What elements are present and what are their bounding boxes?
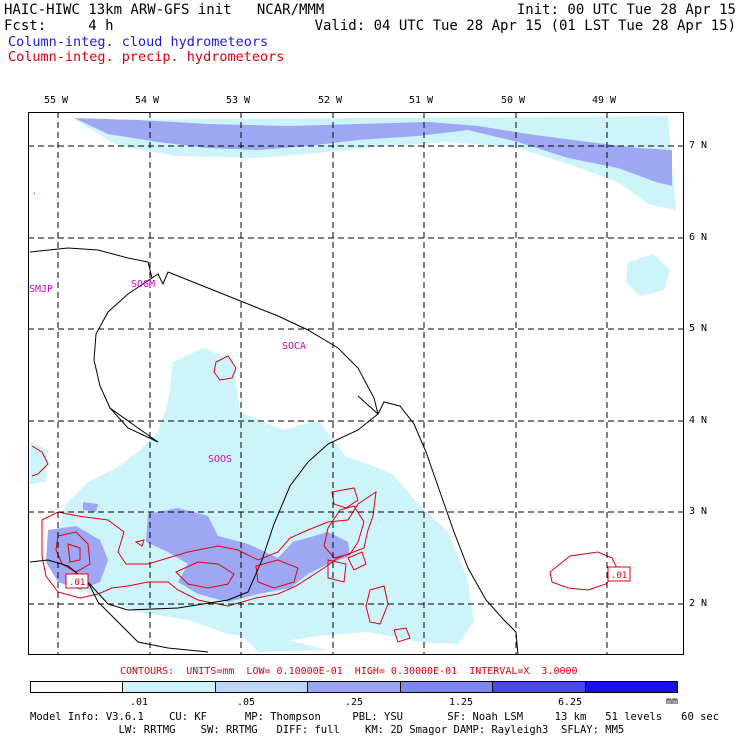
init-time: Init: 00 UTC Tue 28 Apr 15 <box>516 2 736 18</box>
legend-tick-4: 6.25 <box>557 697 583 708</box>
lon-label-50w: 50 W <box>501 95 526 106</box>
site-label-soca: SOCA <box>282 341 306 352</box>
contour-label-left: .01 <box>65 573 89 589</box>
color-legend <box>30 681 678 693</box>
map-frame <box>28 112 684 655</box>
legend-swatch <box>308 682 401 692</box>
legend-swatch <box>493 682 586 692</box>
footer-model-info: Model Info: V3.6.1 CU: KF MP: Thompson P… <box>30 711 720 723</box>
field-cloud-label: Column-integ. cloud hydrometeors <box>8 34 269 50</box>
lat-label-2n: 2 N <box>689 598 708 609</box>
lon-label-53w: 53 W <box>226 95 251 106</box>
legend-swatch <box>400 682 494 692</box>
lon-label-55w: 55 W <box>44 95 69 106</box>
legend-tick-2: .25 <box>344 697 364 708</box>
lon-label-49w: 49 W <box>592 95 617 106</box>
lon-label-52w: 52 W <box>318 95 343 106</box>
site-label-soos: SOOS <box>208 454 232 465</box>
forecast-hour: Fcst: 4 h <box>4 18 114 34</box>
lat-label-6n: 6 N <box>689 232 708 243</box>
legend-swatch <box>215 682 309 692</box>
lon-label-51w: 51 W <box>409 95 434 106</box>
legend-swatch <box>123 682 216 692</box>
footer-physics-info: LW: RRTMG SW: RRTMG DIFF: full KM: 2D Sm… <box>30 724 625 736</box>
valid-time: Valid: 04 UTC Tue 28 Apr 15 (01 LST Tue … <box>314 18 736 34</box>
site-marker: · <box>32 189 37 198</box>
contour-label-left-text: .01 <box>69 578 85 588</box>
legend-swatch <box>31 682 124 692</box>
map-panel: .01 .01 SMJP SOGM SOCA SOOS · <box>28 112 684 655</box>
legend-tick-3: 1.25 <box>448 697 474 708</box>
contour-info: CONTOURS: UNITS=mm LOW= 0.10000E-01 HIGH… <box>120 666 578 677</box>
site-label-sogm: SOGM <box>131 279 155 290</box>
precip-contours <box>31 355 619 643</box>
legend-unit: mm <box>666 696 679 707</box>
field-precip-label: Column-integ. precip. hydrometeors <box>8 49 285 65</box>
latlon-grid <box>28 112 684 655</box>
legend-tick-0: .01 <box>129 697 149 708</box>
lon-label-54w: 54 W <box>135 95 160 106</box>
lat-label-4n: 4 N <box>689 415 708 426</box>
legend-swatch <box>585 682 677 692</box>
lat-label-5n: 5 N <box>689 323 708 334</box>
site-label-smjp: SMJP <box>29 284 53 295</box>
plot-title: HAIC-HIWC 13km ARW-GFS init NCAR/MMM <box>4 2 325 18</box>
contour-label-right: .01 <box>607 566 631 582</box>
legend-tick-1: .05 <box>236 697 256 708</box>
contour-label-right-text: .01 <box>611 571 627 581</box>
cloud-shading-light <box>30 116 676 652</box>
lat-label-7n: 7 N <box>689 140 708 151</box>
lat-label-3n: 3 N <box>689 506 708 517</box>
